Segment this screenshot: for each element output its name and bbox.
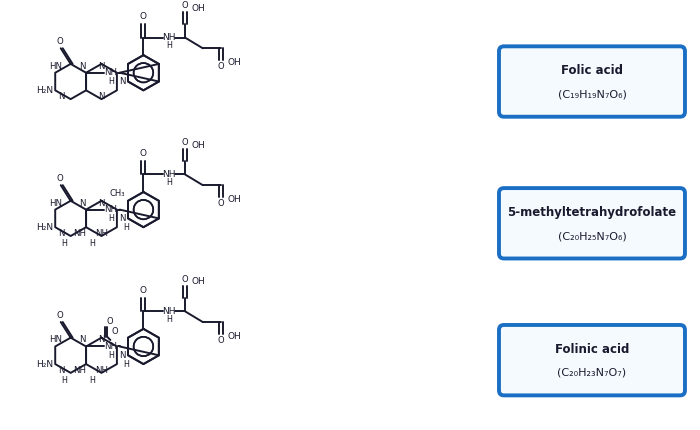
Text: CH₃: CH₃ [109, 189, 125, 198]
Text: OH: OH [192, 141, 206, 150]
Text: O: O [217, 62, 224, 71]
Text: NH: NH [162, 307, 176, 316]
Text: NH: NH [95, 366, 108, 375]
Text: O: O [140, 286, 147, 295]
Text: N: N [59, 229, 65, 238]
Text: N: N [98, 92, 105, 101]
Text: 5-methyltetrahydrofolate: 5-methyltetrahydrofolate [508, 206, 676, 219]
Text: O: O [182, 1, 188, 10]
Text: HN: HN [49, 335, 62, 344]
Text: OH: OH [192, 4, 206, 13]
Text: N: N [80, 199, 86, 208]
Text: OH: OH [228, 332, 241, 341]
Text: N: N [59, 366, 65, 375]
Text: Folic acid: Folic acid [561, 64, 623, 77]
FancyBboxPatch shape [499, 325, 685, 395]
Text: H₂N: H₂N [36, 223, 52, 232]
Text: N: N [98, 335, 105, 344]
Text: O: O [140, 149, 147, 158]
Text: N: N [119, 214, 126, 223]
Text: H₂N: H₂N [36, 86, 52, 95]
Text: N: N [59, 92, 65, 101]
Text: OH: OH [228, 58, 241, 68]
Text: HN: HN [49, 62, 62, 71]
Text: H: H [123, 223, 129, 232]
Text: N: N [98, 62, 105, 71]
Text: OH: OH [228, 195, 241, 204]
Text: H: H [166, 178, 172, 187]
Text: NH: NH [104, 342, 118, 351]
Text: NH: NH [162, 170, 176, 179]
Text: N: N [80, 335, 86, 344]
Text: H: H [166, 315, 172, 324]
Text: O: O [182, 138, 188, 147]
Text: NH: NH [104, 68, 118, 77]
Text: NH: NH [95, 229, 108, 238]
Text: (C₂₀H₂₅N₇O₆): (C₂₀H₂₅N₇O₆) [558, 231, 626, 241]
Text: HN: HN [49, 199, 62, 208]
Text: NH: NH [162, 33, 176, 42]
Text: O: O [106, 317, 113, 326]
Text: OH: OH [192, 277, 206, 286]
Text: H: H [90, 239, 95, 248]
Text: H: H [108, 351, 113, 360]
FancyBboxPatch shape [499, 188, 685, 258]
Text: H: H [61, 376, 66, 385]
Text: H: H [108, 214, 113, 223]
Text: N: N [98, 199, 105, 208]
Text: H: H [123, 359, 129, 369]
Text: NH: NH [73, 229, 86, 238]
Text: NH: NH [104, 205, 118, 214]
Text: H: H [90, 376, 95, 385]
Text: H₂N: H₂N [36, 359, 52, 369]
Text: O: O [182, 274, 188, 283]
Text: H: H [108, 77, 113, 86]
Text: O: O [57, 174, 63, 183]
Text: H: H [166, 41, 172, 50]
Text: O: O [57, 37, 63, 46]
Text: (C₂₀H₂₃N₇O₇): (C₂₀H₂₃N₇O₇) [557, 368, 626, 378]
Text: N: N [119, 351, 126, 360]
Text: O: O [140, 12, 147, 22]
FancyBboxPatch shape [499, 46, 685, 117]
Text: Folinic acid: Folinic acid [555, 343, 629, 356]
Text: O: O [57, 311, 63, 319]
Text: N: N [80, 62, 86, 71]
Text: NH: NH [73, 366, 86, 375]
Text: H: H [61, 239, 66, 248]
Text: N: N [119, 77, 126, 86]
Text: O: O [111, 327, 118, 336]
Text: (C₁₉H₁₉N₇O₆): (C₁₉H₁₉N₇O₆) [557, 89, 626, 99]
Text: O: O [217, 336, 224, 345]
Text: O: O [217, 199, 224, 208]
